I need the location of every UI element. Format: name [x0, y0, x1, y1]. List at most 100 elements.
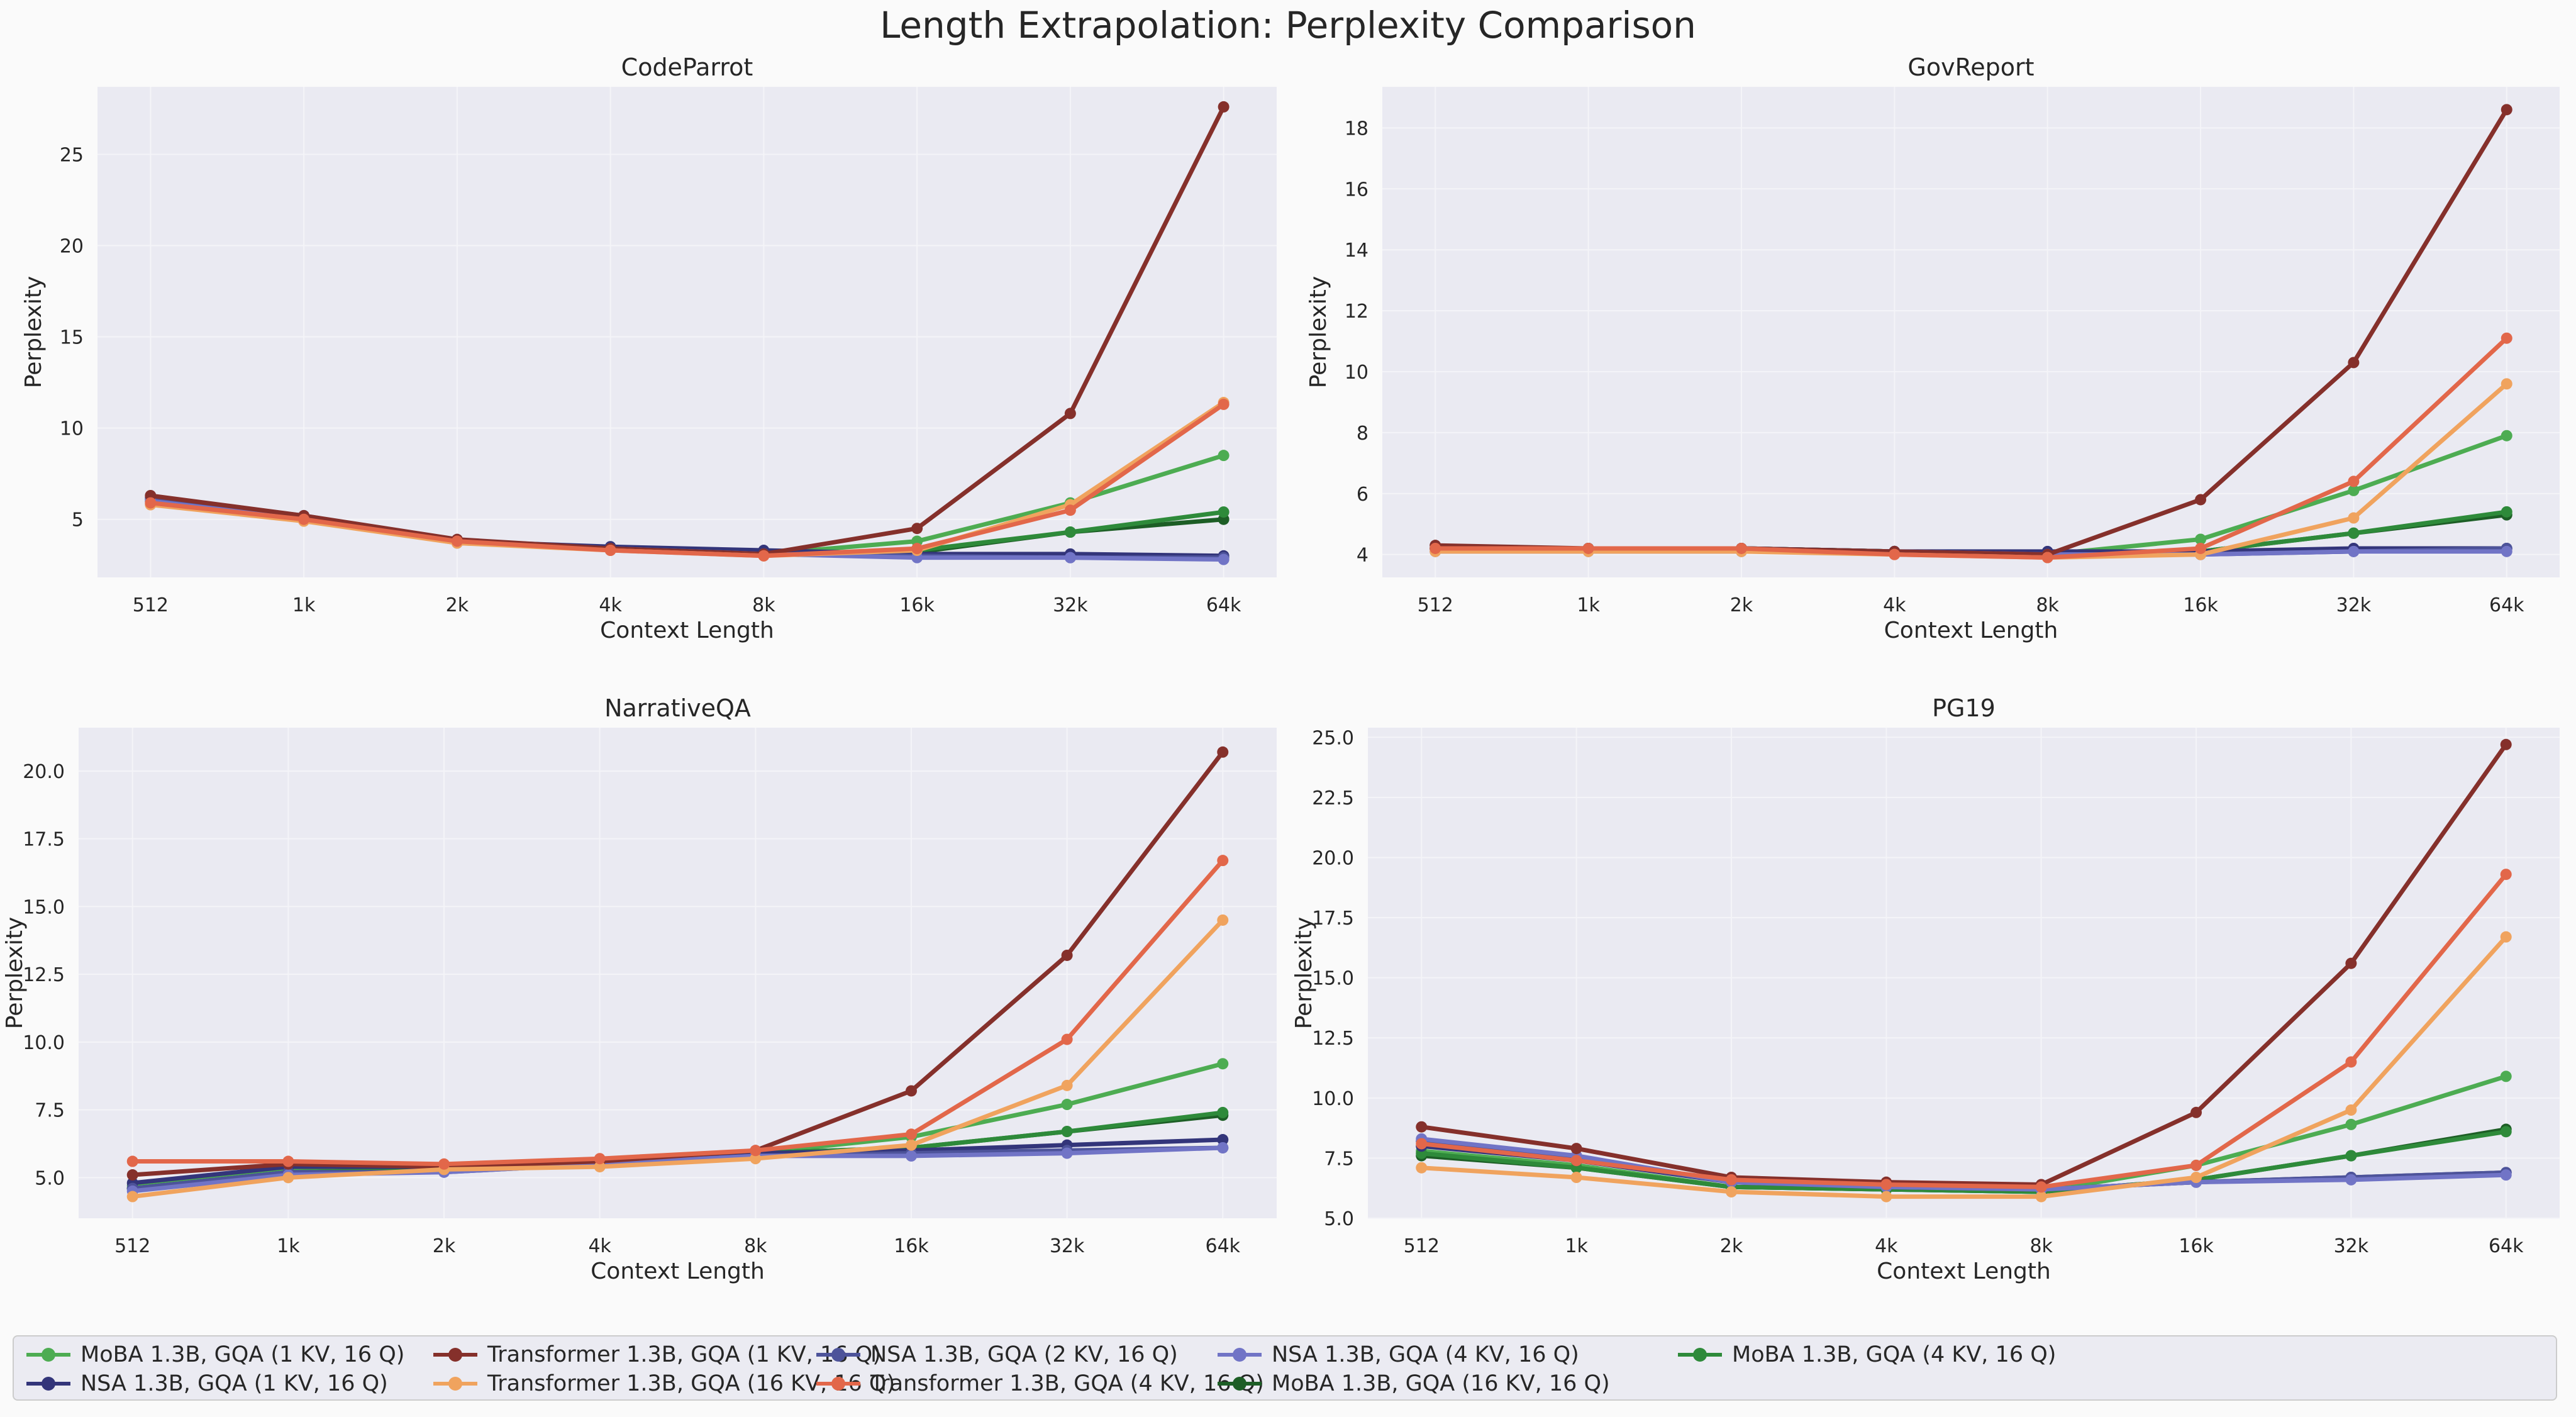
- legend-label: NSA 1.3B, GQA (1 KV, 16 Q): [80, 1371, 388, 1396]
- chart-panel-narrativeqa: 512 1k 2k 4k 8k 16k 32k 64k 5.0 7.5 10.0 12.5 15.0 17…: [2, 694, 1277, 1284]
- data-point: [2195, 542, 2207, 554]
- plot-area: [97, 87, 1277, 577]
- data-point: [2348, 484, 2360, 496]
- y-tick-label: 25.0: [1312, 727, 1354, 749]
- data-point: [1218, 101, 1230, 113]
- data-point: [2345, 1104, 2357, 1116]
- data-point: [451, 535, 463, 547]
- data-point: [1061, 1033, 1073, 1045]
- y-tick-label: 12: [1345, 301, 1368, 323]
- data-point: [2501, 332, 2512, 344]
- legend-swatch: [1678, 1340, 1722, 1369]
- series-line: [1419, 742, 2509, 1187]
- legend-swatch: [26, 1369, 70, 1398]
- x-tick-label: 8k: [2036, 594, 2059, 616]
- y-tick-label: 16: [1345, 179, 1368, 201]
- data-point: [145, 497, 157, 509]
- series-line: [1419, 935, 2509, 1199]
- data-point: [1061, 1079, 1073, 1091]
- chart-panel-pg19: 512 1k 2k 4k 8k 16k 32k 64k 5.0 7.5 10.0 12.5 15.0 17…: [1291, 694, 2560, 1284]
- data-point: [2195, 494, 2207, 506]
- data-point: [298, 513, 310, 525]
- data-point: [911, 523, 923, 535]
- legend-item: MoBA 1.3B, GQA (1 KV, 16 Q): [26, 1340, 404, 1369]
- data-point: [1217, 914, 1229, 926]
- legend: MoBA 1.3B, GQA (1 KV, 16 Q) NSA 1.3B, GQA…: [13, 1335, 2557, 1401]
- legend-swatch: [433, 1340, 477, 1369]
- series-line: [1419, 872, 2509, 1189]
- data-point: [126, 1191, 138, 1203]
- y-tick-label: 25: [60, 144, 84, 166]
- legend-swatch: [816, 1340, 860, 1369]
- data-point: [2501, 430, 2512, 442]
- data-point: [126, 1155, 138, 1167]
- y-tick-label: 15: [60, 327, 84, 349]
- data-point: [2501, 378, 2512, 390]
- data-point: [2348, 475, 2360, 487]
- data-point: [905, 1128, 917, 1140]
- data-point: [1064, 526, 1076, 538]
- data-point: [1218, 553, 1230, 565]
- y-tick-label: 15.0: [23, 896, 65, 918]
- chart-title: GovReport: [1907, 53, 2034, 81]
- data-point: [1217, 855, 1229, 867]
- data-point: [1880, 1179, 1892, 1191]
- legend-label: MoBA 1.3B, GQA (16 KV, 16 Q): [1272, 1371, 1610, 1396]
- x-tick-label: 1k: [292, 594, 316, 616]
- x-axis-label: Context Length: [1884, 618, 2058, 643]
- x-tick-label: 4k: [1883, 594, 1906, 616]
- y-tick-label: 20.0: [23, 761, 65, 783]
- chart-panel-govreport: 512 1k 2k 4k 8k 16k 32k 64k 4 6 8 10 12 14 16 18 GovRepo…: [1306, 53, 2560, 643]
- data-point: [1735, 542, 1747, 554]
- data-point: [2035, 1181, 2047, 1193]
- x-tick-label: 32k: [2334, 1235, 2369, 1257]
- x-tick-label: 32k: [1053, 594, 1088, 616]
- x-tick-label: 64k: [2489, 594, 2524, 616]
- x-tick-label: 512: [133, 594, 169, 616]
- data-point: [911, 543, 923, 555]
- y-tick-label: 17.5: [23, 829, 65, 851]
- data-point: [2190, 1172, 2202, 1183]
- data-point: [1217, 1134, 1229, 1146]
- y-tick-label: 20: [60, 235, 84, 257]
- x-tick-label: 8k: [744, 1235, 767, 1257]
- chart-panel-codeparrot: 512 1k 2k 4k 8k 16k 32k 64k 5 10 15 20 25 CodeParrot C…: [21, 53, 1277, 643]
- data-point: [1061, 1099, 1073, 1111]
- legend-item: Transformer 1.3B, GQA (4 KV, 16 Q): [816, 1369, 1264, 1398]
- x-tick-label: 512: [1404, 1235, 1440, 1257]
- data-point: [758, 550, 770, 562]
- y-tick-label: 5: [72, 509, 84, 531]
- data-point: [1582, 542, 1594, 554]
- y-tick-label: 18: [1345, 118, 1368, 140]
- series-transformer-1-3b-gqa-16-kv-16-q: [1416, 931, 2512, 1203]
- x-tick-label: 64k: [1206, 594, 1241, 616]
- data-point: [2345, 1118, 2357, 1130]
- legend-item: MoBA 1.3B, GQA (4 KV, 16 Q): [1678, 1340, 2056, 1369]
- data-point: [2501, 545, 2512, 557]
- x-tick-label: 16k: [2183, 594, 2218, 616]
- x-tick-label: 1k: [1577, 594, 1600, 616]
- data-point: [1064, 504, 1076, 516]
- data-point: [1218, 506, 1230, 518]
- x-tick-label: 2k: [1730, 594, 1753, 616]
- data-point: [1416, 1121, 1428, 1133]
- data-point: [2348, 357, 2360, 369]
- y-tick-label: 6: [1357, 484, 1368, 506]
- y-axis-label: Perplexity: [1291, 917, 1317, 1029]
- x-tick-label: 1k: [277, 1235, 300, 1257]
- data-point: [2501, 104, 2512, 116]
- x-tick-label: 1k: [1565, 1235, 1588, 1257]
- data-point: [594, 1153, 606, 1165]
- data-point: [1570, 1172, 1582, 1183]
- data-point: [2348, 527, 2360, 539]
- legend-label: NSA 1.3B, GQA (4 KV, 16 Q): [1272, 1342, 1579, 1367]
- data-point: [750, 1145, 762, 1157]
- y-tick-label: 4: [1357, 545, 1368, 567]
- x-tick-label: 4k: [588, 1235, 611, 1257]
- y-axis-label: Perplexity: [2, 917, 28, 1029]
- chart-title: NarrativeQA: [604, 694, 751, 722]
- data-point: [2345, 1174, 2357, 1186]
- data-point: [2500, 1169, 2512, 1181]
- data-point: [2500, 931, 2512, 943]
- x-axis-label: Context Length: [591, 1259, 765, 1284]
